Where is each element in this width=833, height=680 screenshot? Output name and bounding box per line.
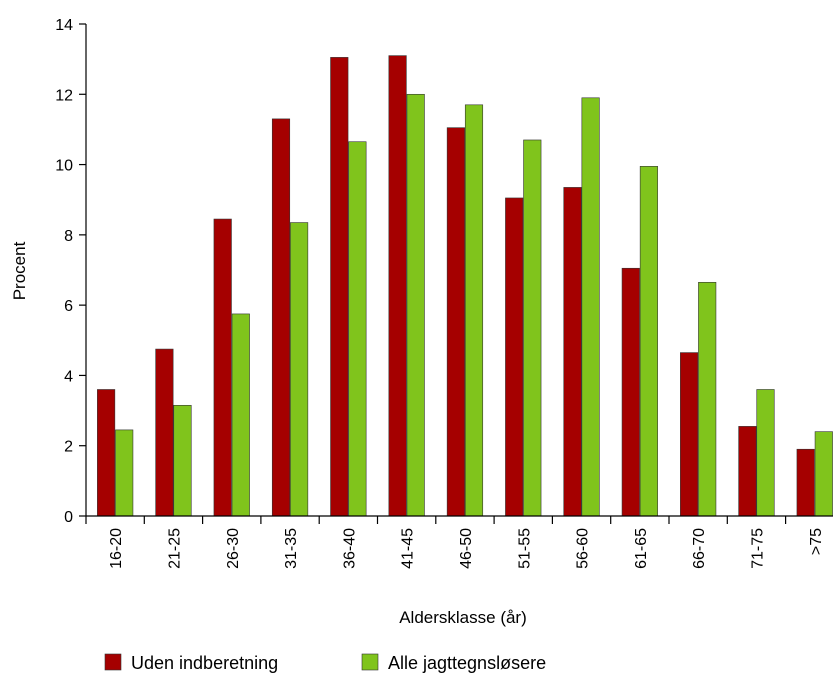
- x-tick-label: 71-75: [749, 528, 766, 569]
- bar-alle-jagttegnslosere-31-35: [290, 222, 309, 517]
- x-tick-label: 46-50: [458, 528, 475, 569]
- legend-swatch-alle-jagttegnslosere: [361, 653, 379, 671]
- x-tick-label: >75: [808, 528, 825, 555]
- legend-label-uden-indberetning: Uden indberetning: [131, 653, 278, 673]
- x-tick-label: 41-45: [400, 528, 417, 569]
- x-ticks-group: 16-20 21-25 26-30 31-35 36-40 41-45 46-50 51-55…: [85, 516, 825, 569]
- bars-group: [97, 55, 833, 517]
- x-tick-label: 26-30: [225, 528, 242, 569]
- y-tick-label: 6: [64, 298, 73, 315]
- bar-uden-indberetning-21-25: [155, 348, 174, 517]
- x-axis-title: Aldersklasse (år): [399, 608, 527, 627]
- x-tick-label: 36-40: [341, 528, 358, 569]
- bar-alle-jagttegnslosere-61-65: [639, 166, 658, 517]
- bar-uden-indberetning->75: [796, 448, 815, 517]
- bar-uden-indberetning-61-65: [621, 267, 640, 517]
- bar-uden-indberetning-51-55: [505, 197, 524, 517]
- bar-alle-jagttegnslosere-41-45: [406, 93, 425, 517]
- bar-uden-indberetning-71-75: [738, 426, 757, 517]
- x-tick-label: 66-70: [691, 528, 708, 569]
- y-tick-label: 8: [64, 228, 73, 245]
- bar-uden-indberetning-56-60: [563, 187, 582, 517]
- x-tick-label: 51-55: [516, 528, 533, 569]
- bar-uden-indberetning-31-35: [271, 118, 291, 517]
- y-tick-label: 4: [64, 368, 73, 385]
- legend-label-alle-jagttegnslosere: Alle jagttegnsløsere: [388, 653, 546, 673]
- x-tick-label: 16-20: [108, 528, 125, 569]
- bar-uden-indberetning-46-50: [446, 127, 465, 517]
- y-axis-title: Procent: [10, 241, 29, 300]
- y-tick-label: 12: [55, 87, 73, 104]
- y-ticks-group: 0 2 4 6 8 10 12 14: [55, 17, 86, 526]
- bar-alle-jagttegnslosere->75: [814, 431, 833, 517]
- axes-group: [85, 24, 833, 517]
- bar-uden-indberetning-26-30: [213, 218, 232, 517]
- y-tick-label: 2: [64, 439, 73, 456]
- legend: Uden indberetning Alle jagttegnsløsere: [104, 653, 546, 673]
- bar-uden-indberetning-66-70: [680, 352, 699, 517]
- y-tick-label: 14: [55, 17, 73, 34]
- x-tick-label: 61-65: [633, 528, 650, 569]
- y-tick-label: 0: [64, 509, 73, 526]
- bar-alle-jagttegnslosere-71-75: [756, 389, 775, 517]
- bar-alle-jagttegnslosere-46-50: [464, 104, 484, 517]
- bar-alle-jagttegnslosere-66-70: [698, 281, 717, 517]
- bar-uden-indberetning-41-45: [388, 55, 407, 517]
- bar-alle-jagttegnslosere-21-25: [173, 404, 192, 517]
- bar-uden-indberetning-16-20: [97, 389, 116, 517]
- bar-alle-jagttegnslosere-56-60: [581, 97, 600, 517]
- bar-alle-jagttegnslosere-36-40: [348, 141, 367, 517]
- legend-swatch-uden-indberetning: [104, 653, 122, 671]
- bar-alle-jagttegnslosere-26-30: [231, 313, 250, 517]
- bar-alle-jagttegnslosere-16-20: [115, 429, 134, 517]
- x-tick-label: 31-35: [283, 528, 300, 569]
- bar-uden-indberetning-36-40: [330, 57, 349, 517]
- x-tick-label: 56-60: [575, 528, 592, 569]
- x-tick-label: 21-25: [166, 528, 183, 569]
- y-tick-label: 10: [55, 158, 73, 175]
- bar-alle-jagttegnslosere-51-55: [523, 139, 542, 517]
